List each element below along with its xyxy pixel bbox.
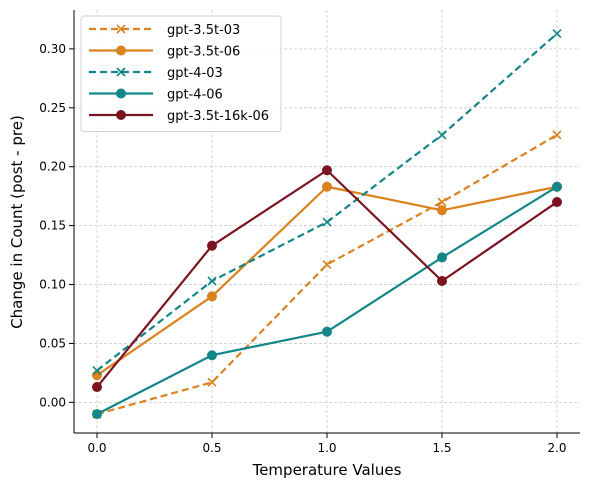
data-point — [92, 370, 102, 381]
data-point — [207, 377, 217, 387]
data-point — [437, 205, 447, 216]
series-gpt-4-06 — [92, 181, 562, 420]
series-layer — [92, 28, 562, 420]
data-point — [92, 409, 102, 420]
series-gpt-4-03 — [92, 28, 562, 376]
series-gpt-3.5t-16k-06 — [92, 165, 562, 393]
data-point — [552, 28, 562, 39]
legend-label: gpt-3.5t-06 — [167, 45, 240, 60]
legend: gpt-3.5t-03 gpt-3.5t-06 gpt-4-03 gpt-4-06 gp… — [80, 15, 282, 132]
data-point — [437, 197, 447, 207]
legend-label: gpt-4-03 — [167, 66, 223, 81]
data-point — [437, 276, 447, 287]
legend-marker — [116, 110, 126, 120]
x-tick-label: 1.0 — [317, 441, 336, 455]
data-point — [437, 130, 447, 140]
legend-label: gpt-3.5t-03 — [167, 23, 240, 38]
data-point — [322, 217, 332, 227]
x-tick-label: 0.5 — [202, 441, 221, 455]
data-point — [207, 276, 217, 286]
y-tick-label: 0.20 — [39, 160, 66, 174]
legend-marker — [116, 67, 126, 77]
legend-marker — [116, 24, 126, 34]
data-point — [92, 365, 102, 376]
legend-label: gpt-3.5t-16k-06 — [167, 109, 269, 124]
legend-entry: gpt-3.5t-06 — [89, 45, 240, 60]
data-point — [207, 240, 217, 251]
data-point — [552, 130, 562, 140]
y-tick-label: 0.30 — [39, 42, 66, 56]
legend-entry: gpt-4-03 — [89, 66, 223, 81]
legend-entry: gpt-3.5t-03 — [89, 23, 240, 38]
legend-marker — [116, 88, 126, 99]
y-tick-label: 0.15 — [39, 219, 66, 233]
legend-marker — [116, 45, 126, 56]
data-point — [552, 197, 562, 208]
series-line — [96, 133, 558, 416]
data-point — [322, 326, 332, 337]
x-tick-label: 1.5 — [432, 441, 451, 455]
data-point — [322, 165, 332, 176]
y-axis-title: Change in Count (post - pre) — [8, 115, 26, 329]
y-tick-label: 0.25 — [39, 101, 66, 115]
data-point — [437, 252, 447, 263]
legend-entry: gpt-4-06 — [89, 88, 223, 103]
ticks: 0.0 0.5 1.0 1.5 2.0 0.00 0.05 0.10 0.15 0.20 0.25 0… — [39, 42, 566, 455]
data-point — [322, 259, 332, 270]
y-tick-label: 0.10 — [39, 278, 66, 292]
x-tick-label: 2.0 — [547, 441, 566, 455]
legend-entry: gpt-3.5t-16k-06 — [89, 109, 269, 124]
x-axis-title: Temperature Values — [252, 461, 402, 479]
legend-label: gpt-4-06 — [167, 88, 223, 103]
data-point — [92, 382, 102, 393]
data-point — [207, 350, 217, 361]
data-point — [552, 181, 562, 192]
legend-box — [80, 15, 282, 132]
data-point — [322, 181, 332, 192]
y-tick-label: 0.05 — [39, 336, 66, 350]
x-tick-label: 0.0 — [87, 441, 106, 455]
y-tick-label: 0.00 — [39, 395, 66, 409]
data-point — [207, 291, 217, 302]
